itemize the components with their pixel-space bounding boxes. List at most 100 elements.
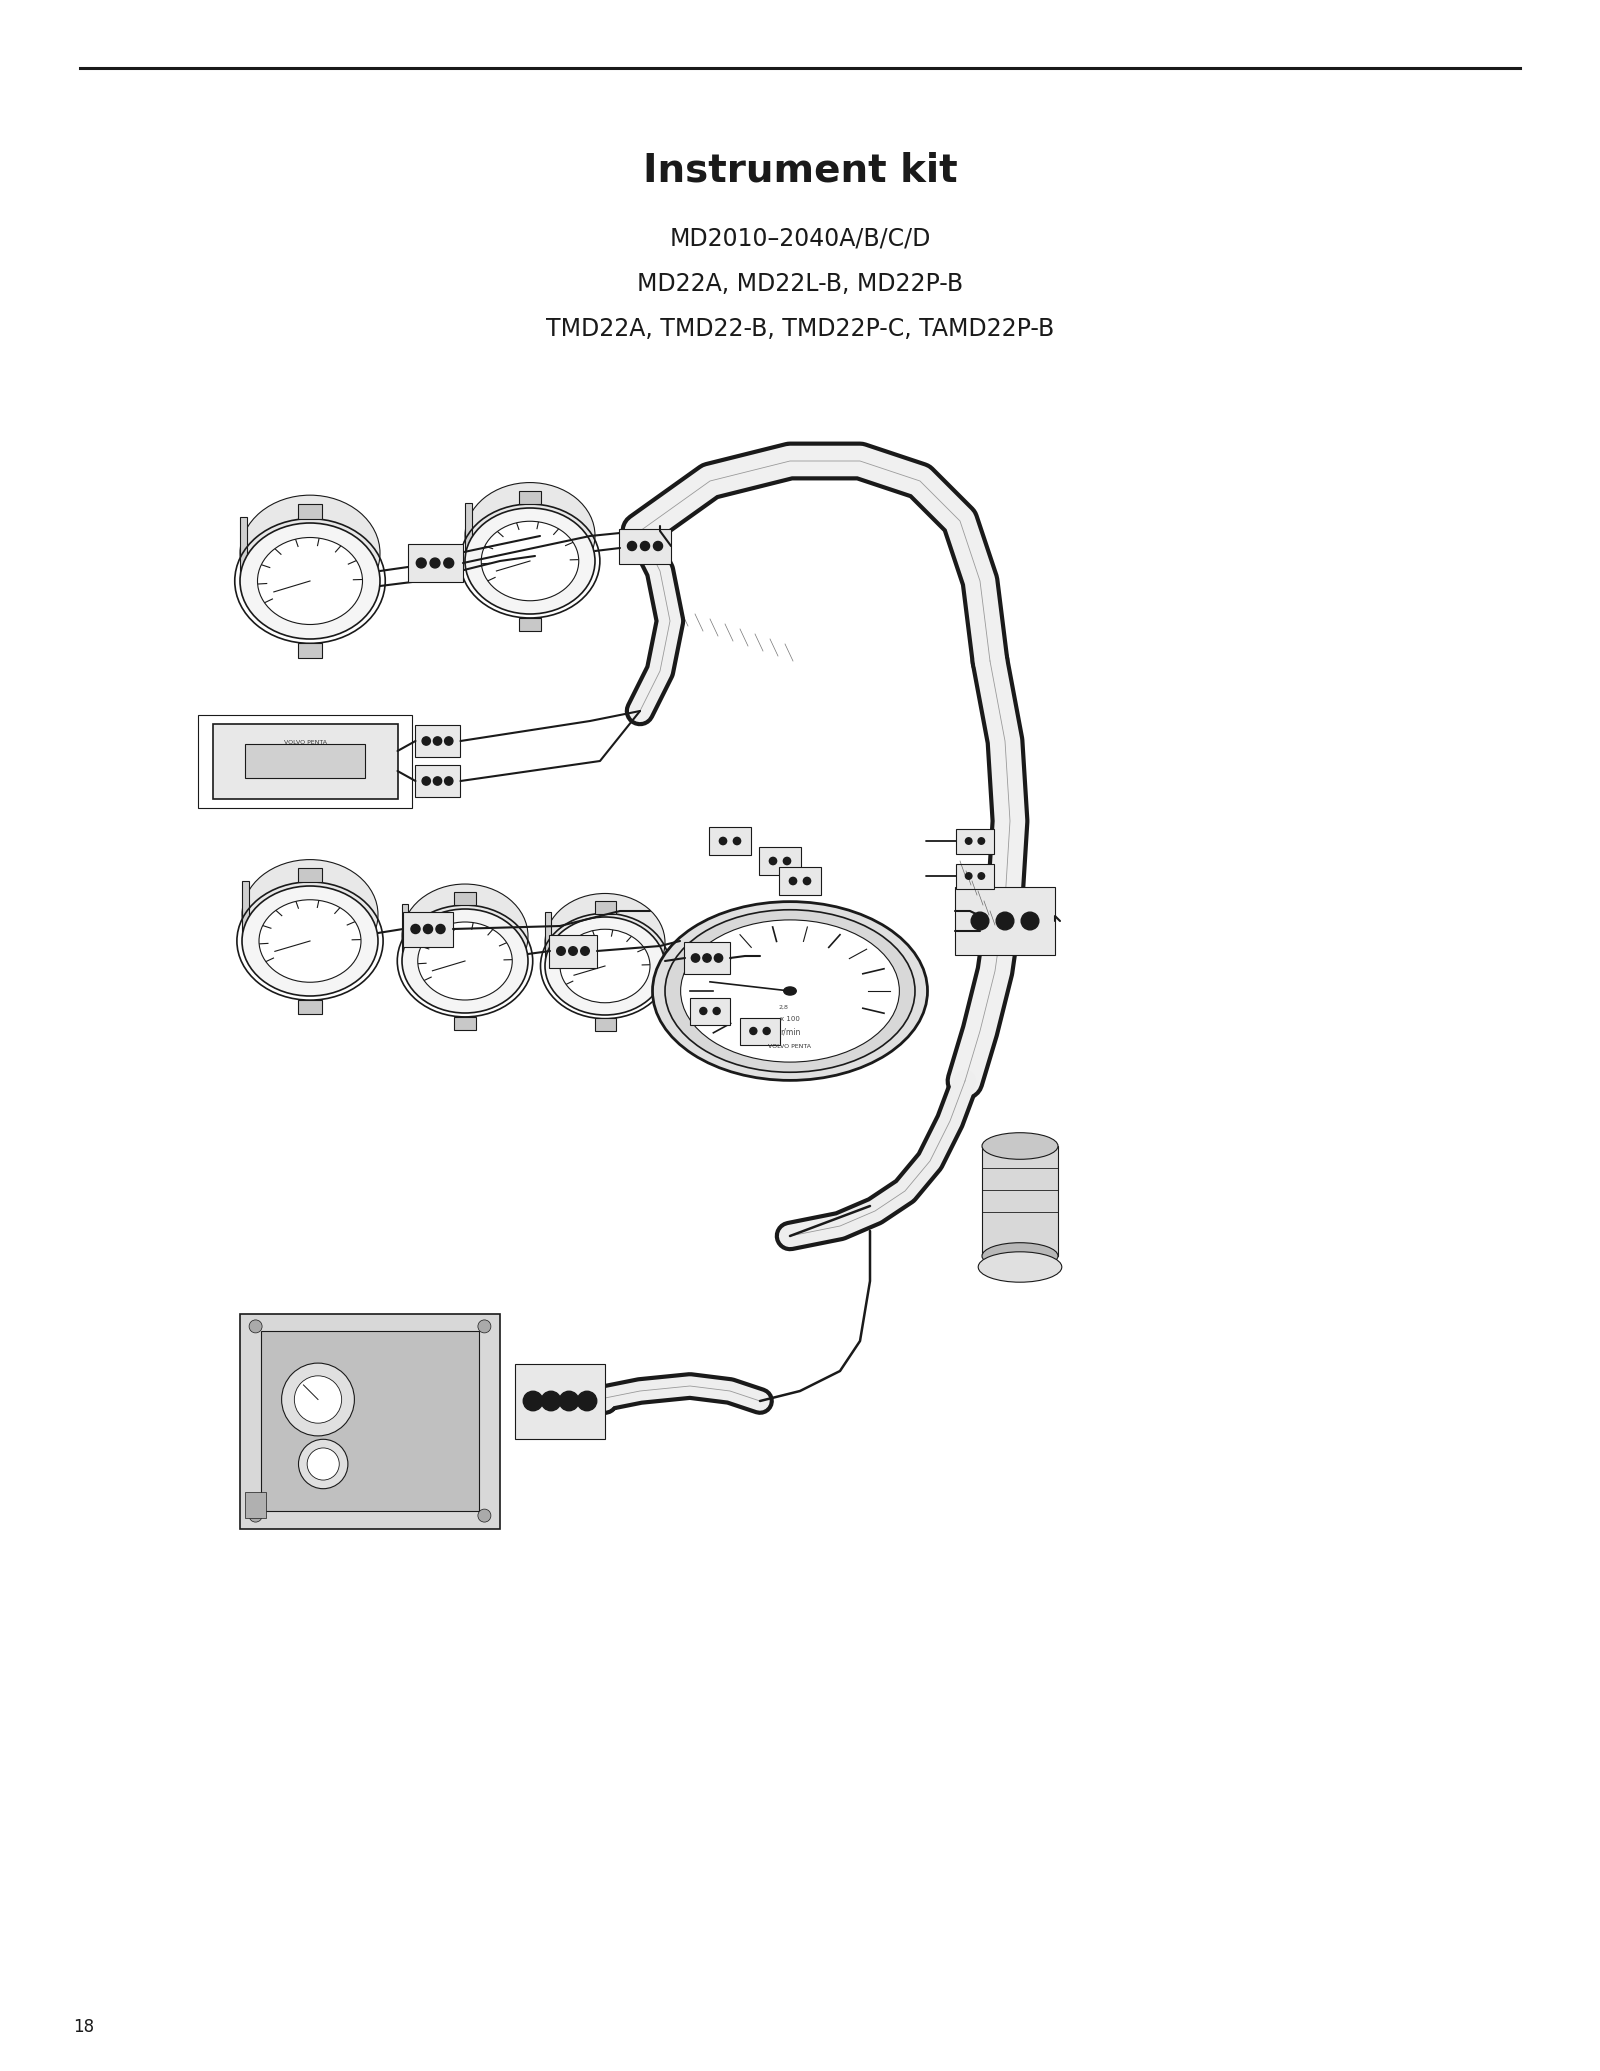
Circle shape: [541, 1392, 560, 1410]
Ellipse shape: [242, 859, 378, 969]
Circle shape: [422, 737, 430, 746]
FancyBboxPatch shape: [408, 545, 462, 582]
Circle shape: [1021, 911, 1038, 930]
Circle shape: [720, 837, 726, 845]
FancyBboxPatch shape: [595, 1019, 616, 1031]
Circle shape: [997, 911, 1014, 930]
Circle shape: [714, 955, 723, 963]
Circle shape: [763, 1027, 770, 1036]
Circle shape: [294, 1375, 342, 1423]
Circle shape: [307, 1448, 339, 1481]
Circle shape: [416, 557, 426, 567]
Text: 18: 18: [74, 2017, 94, 2036]
FancyBboxPatch shape: [466, 503, 472, 561]
Text: TMD22A, TMD22-B, TMD22P-C, TAMD22P-B: TMD22A, TMD22-B, TMD22P-C, TAMD22P-B: [546, 317, 1054, 342]
Text: x 100: x 100: [781, 1017, 800, 1023]
FancyBboxPatch shape: [779, 868, 821, 895]
Text: VOLVO PENTA: VOLVO PENTA: [283, 739, 326, 746]
Circle shape: [443, 557, 454, 567]
FancyBboxPatch shape: [685, 942, 730, 973]
FancyBboxPatch shape: [298, 868, 322, 882]
Ellipse shape: [784, 988, 797, 994]
Circle shape: [299, 1439, 347, 1489]
Ellipse shape: [982, 1243, 1058, 1270]
FancyBboxPatch shape: [957, 864, 994, 888]
Circle shape: [581, 946, 589, 955]
Circle shape: [965, 872, 971, 880]
Circle shape: [965, 839, 971, 845]
FancyBboxPatch shape: [245, 1491, 266, 1518]
Circle shape: [478, 1510, 491, 1522]
FancyBboxPatch shape: [414, 764, 461, 797]
FancyBboxPatch shape: [240, 1313, 499, 1528]
FancyBboxPatch shape: [403, 911, 453, 946]
Circle shape: [699, 1007, 707, 1015]
FancyBboxPatch shape: [709, 826, 750, 855]
FancyBboxPatch shape: [518, 617, 541, 632]
Circle shape: [978, 872, 984, 880]
Ellipse shape: [482, 522, 579, 601]
Circle shape: [523, 1392, 542, 1410]
Text: MD2010–2040A/B/C/D: MD2010–2040A/B/C/D: [669, 226, 931, 251]
Ellipse shape: [978, 1251, 1062, 1282]
FancyBboxPatch shape: [414, 725, 461, 758]
FancyBboxPatch shape: [595, 901, 616, 913]
Circle shape: [478, 1319, 491, 1334]
FancyBboxPatch shape: [982, 1145, 1058, 1255]
Circle shape: [282, 1363, 355, 1435]
Circle shape: [445, 777, 453, 785]
Ellipse shape: [402, 909, 528, 1013]
Circle shape: [422, 777, 430, 785]
Ellipse shape: [418, 922, 512, 1000]
Circle shape: [750, 1027, 757, 1036]
FancyBboxPatch shape: [619, 528, 670, 563]
Circle shape: [702, 955, 710, 963]
FancyBboxPatch shape: [298, 505, 322, 520]
Ellipse shape: [402, 884, 528, 988]
FancyBboxPatch shape: [955, 886, 1054, 955]
FancyBboxPatch shape: [298, 1000, 322, 1013]
Ellipse shape: [666, 909, 915, 1073]
Text: 2,8: 2,8: [779, 1004, 789, 1011]
Circle shape: [978, 839, 984, 845]
Ellipse shape: [546, 917, 666, 1015]
Circle shape: [411, 924, 421, 934]
Circle shape: [653, 541, 662, 551]
Ellipse shape: [653, 901, 928, 1081]
Circle shape: [250, 1510, 262, 1522]
Text: r/min: r/min: [779, 1027, 800, 1036]
FancyBboxPatch shape: [546, 911, 550, 967]
Circle shape: [445, 737, 453, 746]
Circle shape: [971, 911, 989, 930]
Circle shape: [434, 737, 442, 746]
FancyBboxPatch shape: [758, 847, 802, 876]
Ellipse shape: [466, 483, 595, 588]
FancyBboxPatch shape: [298, 644, 322, 659]
FancyBboxPatch shape: [242, 880, 250, 942]
Circle shape: [691, 955, 699, 963]
FancyBboxPatch shape: [515, 1363, 605, 1439]
Circle shape: [430, 557, 440, 567]
FancyBboxPatch shape: [957, 828, 994, 853]
Ellipse shape: [680, 920, 899, 1062]
FancyBboxPatch shape: [213, 723, 397, 799]
Text: MD22A, MD22L-B, MD22P-B: MD22A, MD22L-B, MD22P-B: [637, 271, 963, 296]
FancyBboxPatch shape: [454, 893, 477, 905]
Circle shape: [557, 946, 565, 955]
FancyBboxPatch shape: [690, 998, 730, 1025]
Circle shape: [714, 1007, 720, 1015]
Circle shape: [435, 924, 445, 934]
Circle shape: [578, 1392, 597, 1410]
Ellipse shape: [259, 899, 362, 982]
Circle shape: [250, 1319, 262, 1334]
Text: VOLVO PENTA: VOLVO PENTA: [768, 1044, 811, 1048]
FancyBboxPatch shape: [549, 934, 597, 967]
Ellipse shape: [242, 886, 378, 996]
Ellipse shape: [240, 495, 381, 611]
Circle shape: [784, 857, 790, 864]
Circle shape: [568, 946, 578, 955]
FancyBboxPatch shape: [402, 903, 408, 963]
Circle shape: [627, 541, 637, 551]
FancyBboxPatch shape: [739, 1017, 781, 1044]
Ellipse shape: [258, 538, 363, 625]
